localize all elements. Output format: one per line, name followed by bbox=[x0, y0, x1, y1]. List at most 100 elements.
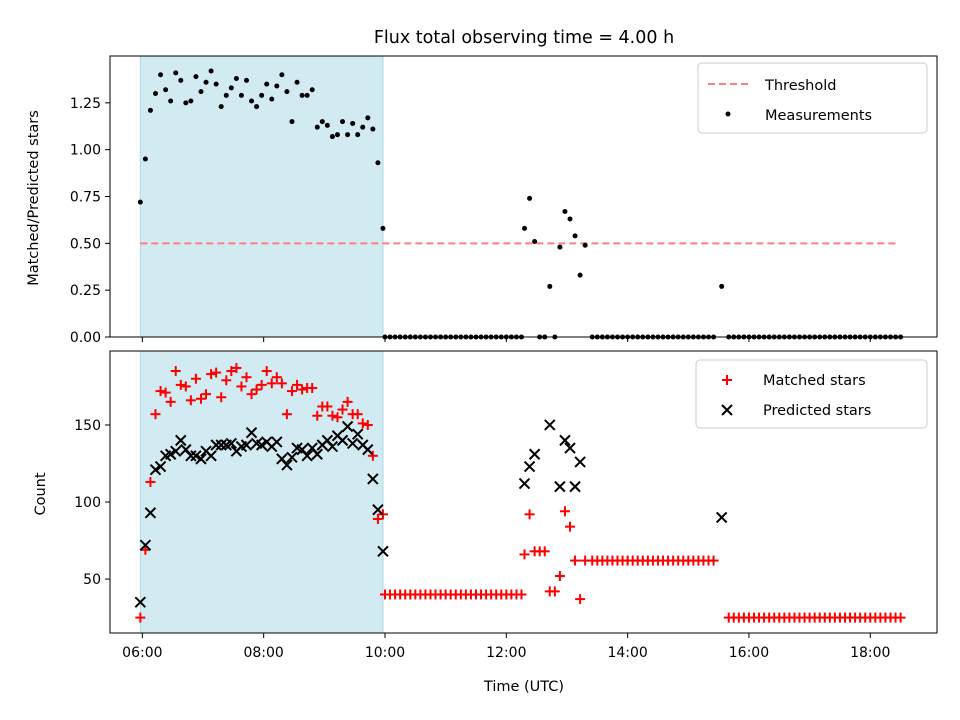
measurement-point bbox=[360, 124, 366, 130]
ratio-y-tick-label: 0.50 bbox=[70, 236, 101, 252]
predicted-star-point bbox=[341, 420, 354, 433]
threshold-legend-label: Threshold bbox=[764, 78, 836, 94]
matched-star-point bbox=[241, 372, 252, 383]
measurement-point bbox=[228, 85, 234, 91]
count-legend-box bbox=[695, 359, 928, 429]
measurement-point bbox=[147, 107, 153, 113]
matched-star-point bbox=[297, 384, 308, 395]
predicted-star-point bbox=[336, 434, 349, 447]
matched-star-point bbox=[246, 389, 257, 400]
measurement-point bbox=[208, 68, 214, 74]
ratio-y-axis-label: Matched/Predicted stars bbox=[26, 110, 42, 286]
predicted-star-mark-b bbox=[372, 504, 384, 516]
measurement-point bbox=[269, 96, 275, 102]
predicted-star-point bbox=[518, 477, 531, 490]
count-panel: 50 100 150 06:00 08:00 10:00 12:00 14:00 16:00 18… bbox=[74, 350, 938, 661]
matched-star-point bbox=[342, 396, 353, 407]
predicted-star-point bbox=[271, 436, 283, 448]
predicted-star-point bbox=[362, 443, 374, 456]
predicted-star-mark-b bbox=[144, 507, 157, 519]
x-tick-label: 16:00 bbox=[729, 645, 769, 661]
predicted-star-mark-b bbox=[559, 434, 571, 447]
predicted-star-point bbox=[528, 448, 541, 460]
measurement-point bbox=[158, 72, 164, 78]
predicted-star-mark-b bbox=[271, 436, 283, 448]
measurement-point bbox=[527, 195, 533, 201]
measurement-point bbox=[380, 225, 386, 231]
predicted-star-point bbox=[154, 460, 167, 473]
matched-star-point bbox=[332, 412, 343, 423]
predicted-star-mark-b bbox=[154, 460, 167, 473]
predicted-star-mark-b bbox=[326, 440, 339, 453]
matched-star-point bbox=[226, 366, 237, 377]
predicted-star-point bbox=[210, 439, 222, 451]
predicted-star-point bbox=[367, 473, 379, 485]
measurement-point bbox=[370, 126, 376, 132]
predicted-star-mark-b bbox=[225, 437, 238, 450]
measurement-point bbox=[340, 119, 346, 125]
predicted-star-point bbox=[326, 440, 339, 453]
predicted-star-point bbox=[574, 456, 586, 468]
measurement-point bbox=[365, 115, 371, 121]
matched-star-point bbox=[312, 410, 323, 421]
predicted-star-mark-b bbox=[523, 460, 536, 473]
matched-star-point bbox=[292, 379, 303, 390]
matched-star-point bbox=[135, 612, 146, 623]
matched-star-point bbox=[575, 594, 586, 605]
measurement-point bbox=[294, 79, 300, 85]
predicted-star-point bbox=[170, 445, 182, 457]
count-observing-span bbox=[139, 350, 384, 634]
matched-star-point bbox=[565, 521, 576, 532]
predicted-star-point bbox=[569, 480, 581, 493]
measurement-point bbox=[213, 81, 219, 87]
predicted-star-mark-b bbox=[195, 453, 207, 465]
predicted-star-point bbox=[544, 419, 556, 431]
measurement-point bbox=[350, 120, 356, 126]
matched-star-point bbox=[170, 366, 181, 377]
matched-star-point bbox=[145, 476, 156, 487]
measurement-point bbox=[345, 132, 351, 138]
measurement-point bbox=[572, 233, 578, 239]
measurement-point bbox=[279, 72, 285, 78]
predicted-star-mark-b bbox=[240, 439, 253, 451]
count-y-tick-label: 50 bbox=[83, 572, 101, 588]
predicted-star-point bbox=[301, 450, 313, 462]
matched-star-point bbox=[322, 401, 333, 412]
measurement-point bbox=[203, 79, 209, 85]
matched-star-point bbox=[539, 546, 550, 557]
matched-star-point bbox=[155, 386, 166, 397]
matched-star-point bbox=[190, 373, 201, 384]
matched-star-point bbox=[276, 378, 287, 389]
chart-title: Flux total observing time = 4.00 h bbox=[374, 28, 674, 48]
predicted-star-mark-b bbox=[321, 434, 334, 447]
ratio-legend: Threshold Measurements bbox=[697, 62, 928, 134]
predicted-star-mark-b bbox=[564, 442, 576, 454]
predicted-star-point bbox=[245, 426, 258, 439]
predicted-star-point bbox=[164, 448, 177, 460]
x-tick-label: 06:00 bbox=[122, 645, 162, 661]
predicted-star-mark-b bbox=[139, 539, 152, 551]
x-tick-label: 14:00 bbox=[607, 645, 647, 661]
matched-star-point bbox=[231, 362, 242, 373]
measurement-point bbox=[198, 89, 204, 95]
measurement-point bbox=[522, 225, 528, 231]
matched-star-point bbox=[201, 389, 212, 400]
predicted-star-mark-b bbox=[341, 420, 354, 433]
predicted-star-point bbox=[149, 463, 162, 476]
predicted-star-mark-b bbox=[180, 443, 192, 456]
measurement-point bbox=[324, 122, 330, 128]
matched-star-point bbox=[307, 382, 318, 393]
measurement-point bbox=[289, 119, 295, 125]
matched-legend-label: Matched stars bbox=[763, 373, 866, 389]
predicted-star-mark-b bbox=[281, 459, 293, 471]
measurement-point bbox=[562, 208, 568, 214]
predicted-star-mark-b bbox=[574, 456, 586, 468]
matched-star-point bbox=[236, 381, 247, 392]
predicted-star-point bbox=[195, 453, 207, 465]
predicted-star-mark-b bbox=[250, 437, 263, 450]
matched-star-point bbox=[150, 409, 161, 420]
predicted-star-mark-b bbox=[291, 442, 303, 454]
matched-star-point bbox=[160, 387, 171, 398]
predicted-star-mark-b bbox=[301, 450, 313, 462]
predicted-star-point bbox=[715, 511, 728, 524]
